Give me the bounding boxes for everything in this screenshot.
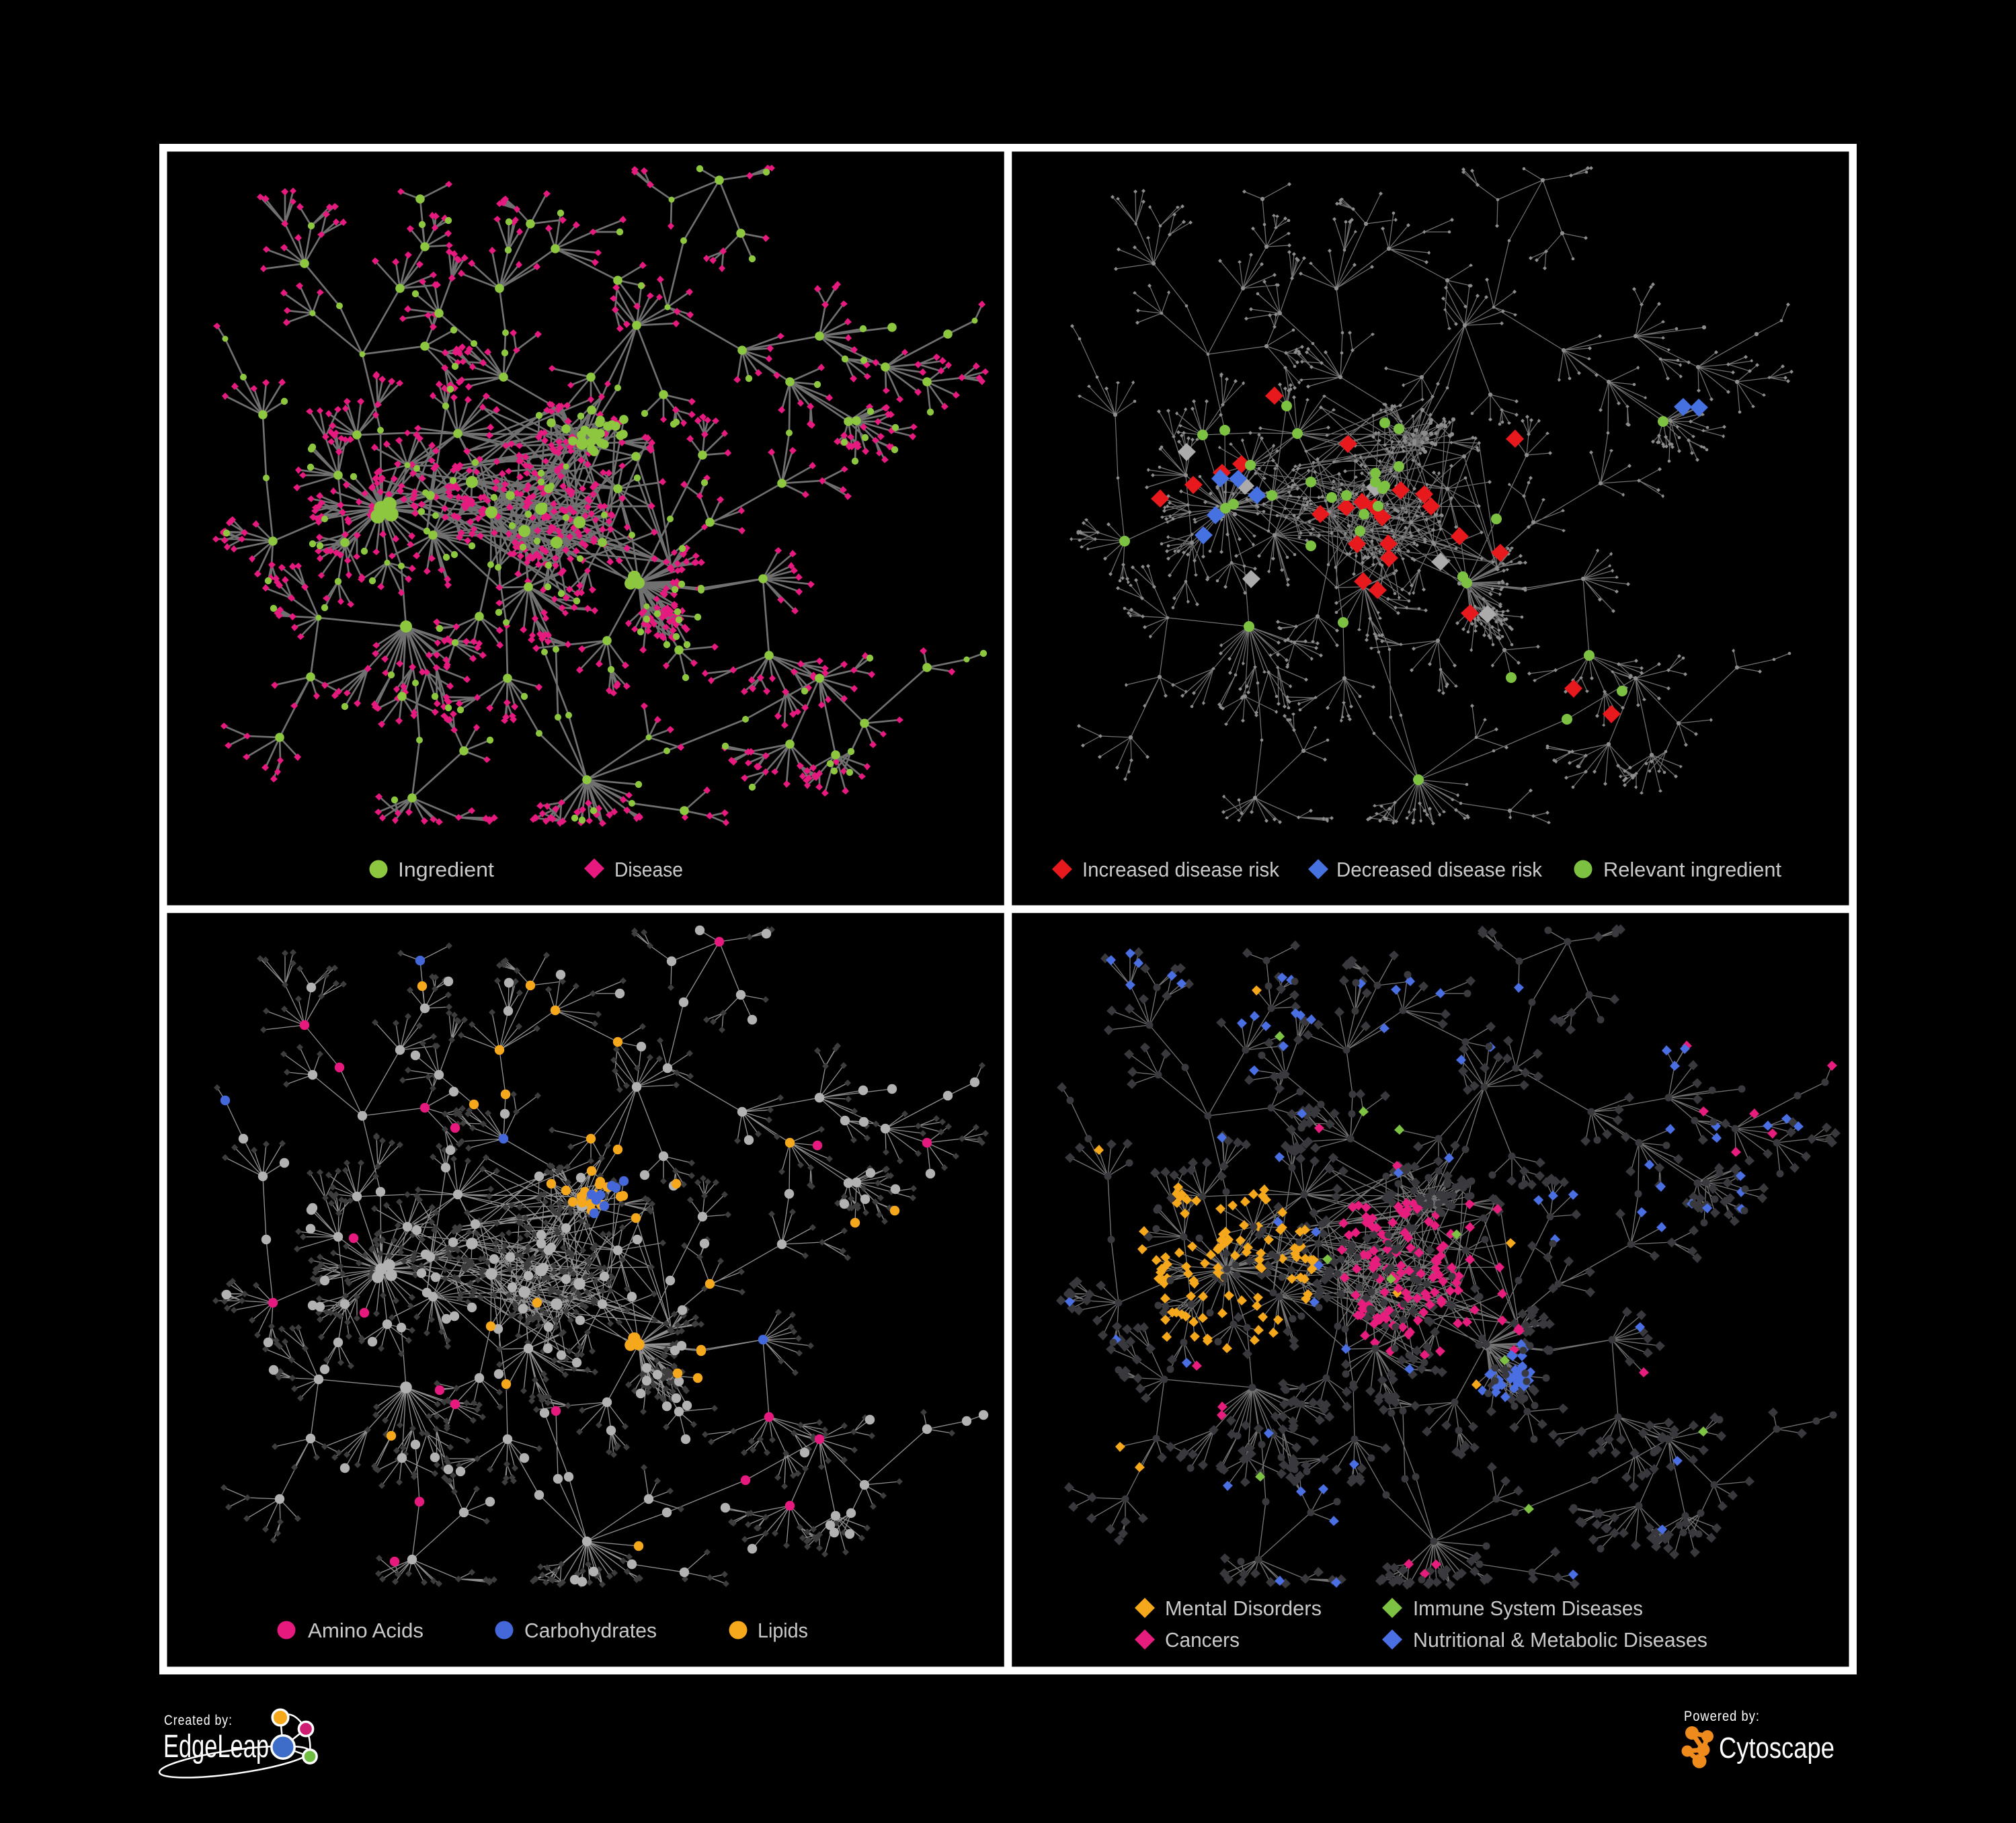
svg-text:Created by:: Created by: <box>164 1713 233 1728</box>
svg-text:Cytoscape: Cytoscape <box>1719 1732 1834 1765</box>
svg-text:Disease: Disease <box>614 858 683 881</box>
svg-text:Decreased disease risk: Decreased disease risk <box>1336 858 1542 881</box>
svg-text:Mental Disorders: Mental Disorders <box>1165 1596 1322 1620</box>
svg-text:Nutritional & Metabolic Diseas: Nutritional & Metabolic Diseases <box>1413 1628 1707 1652</box>
svg-text:Relevant ingredient: Relevant ingredient <box>1603 858 1781 881</box>
svg-text:EdgeLeap: EdgeLeap <box>163 1729 269 1765</box>
svg-text:Amino Acids: Amino Acids <box>308 1619 424 1642</box>
svg-text:Cancers: Cancers <box>1165 1628 1240 1652</box>
svg-text:Carbohydrates: Carbohydrates <box>524 1619 657 1642</box>
svg-text:Ingredient: Ingredient <box>398 858 494 881</box>
svg-text:Increased disease risk: Increased disease risk <box>1082 858 1279 881</box>
svg-text:Immune System Diseases: Immune System Diseases <box>1413 1596 1643 1620</box>
svg-text:Lipids: Lipids <box>758 1619 808 1642</box>
svg-text:Powered by:: Powered by: <box>1684 1709 1760 1724</box>
